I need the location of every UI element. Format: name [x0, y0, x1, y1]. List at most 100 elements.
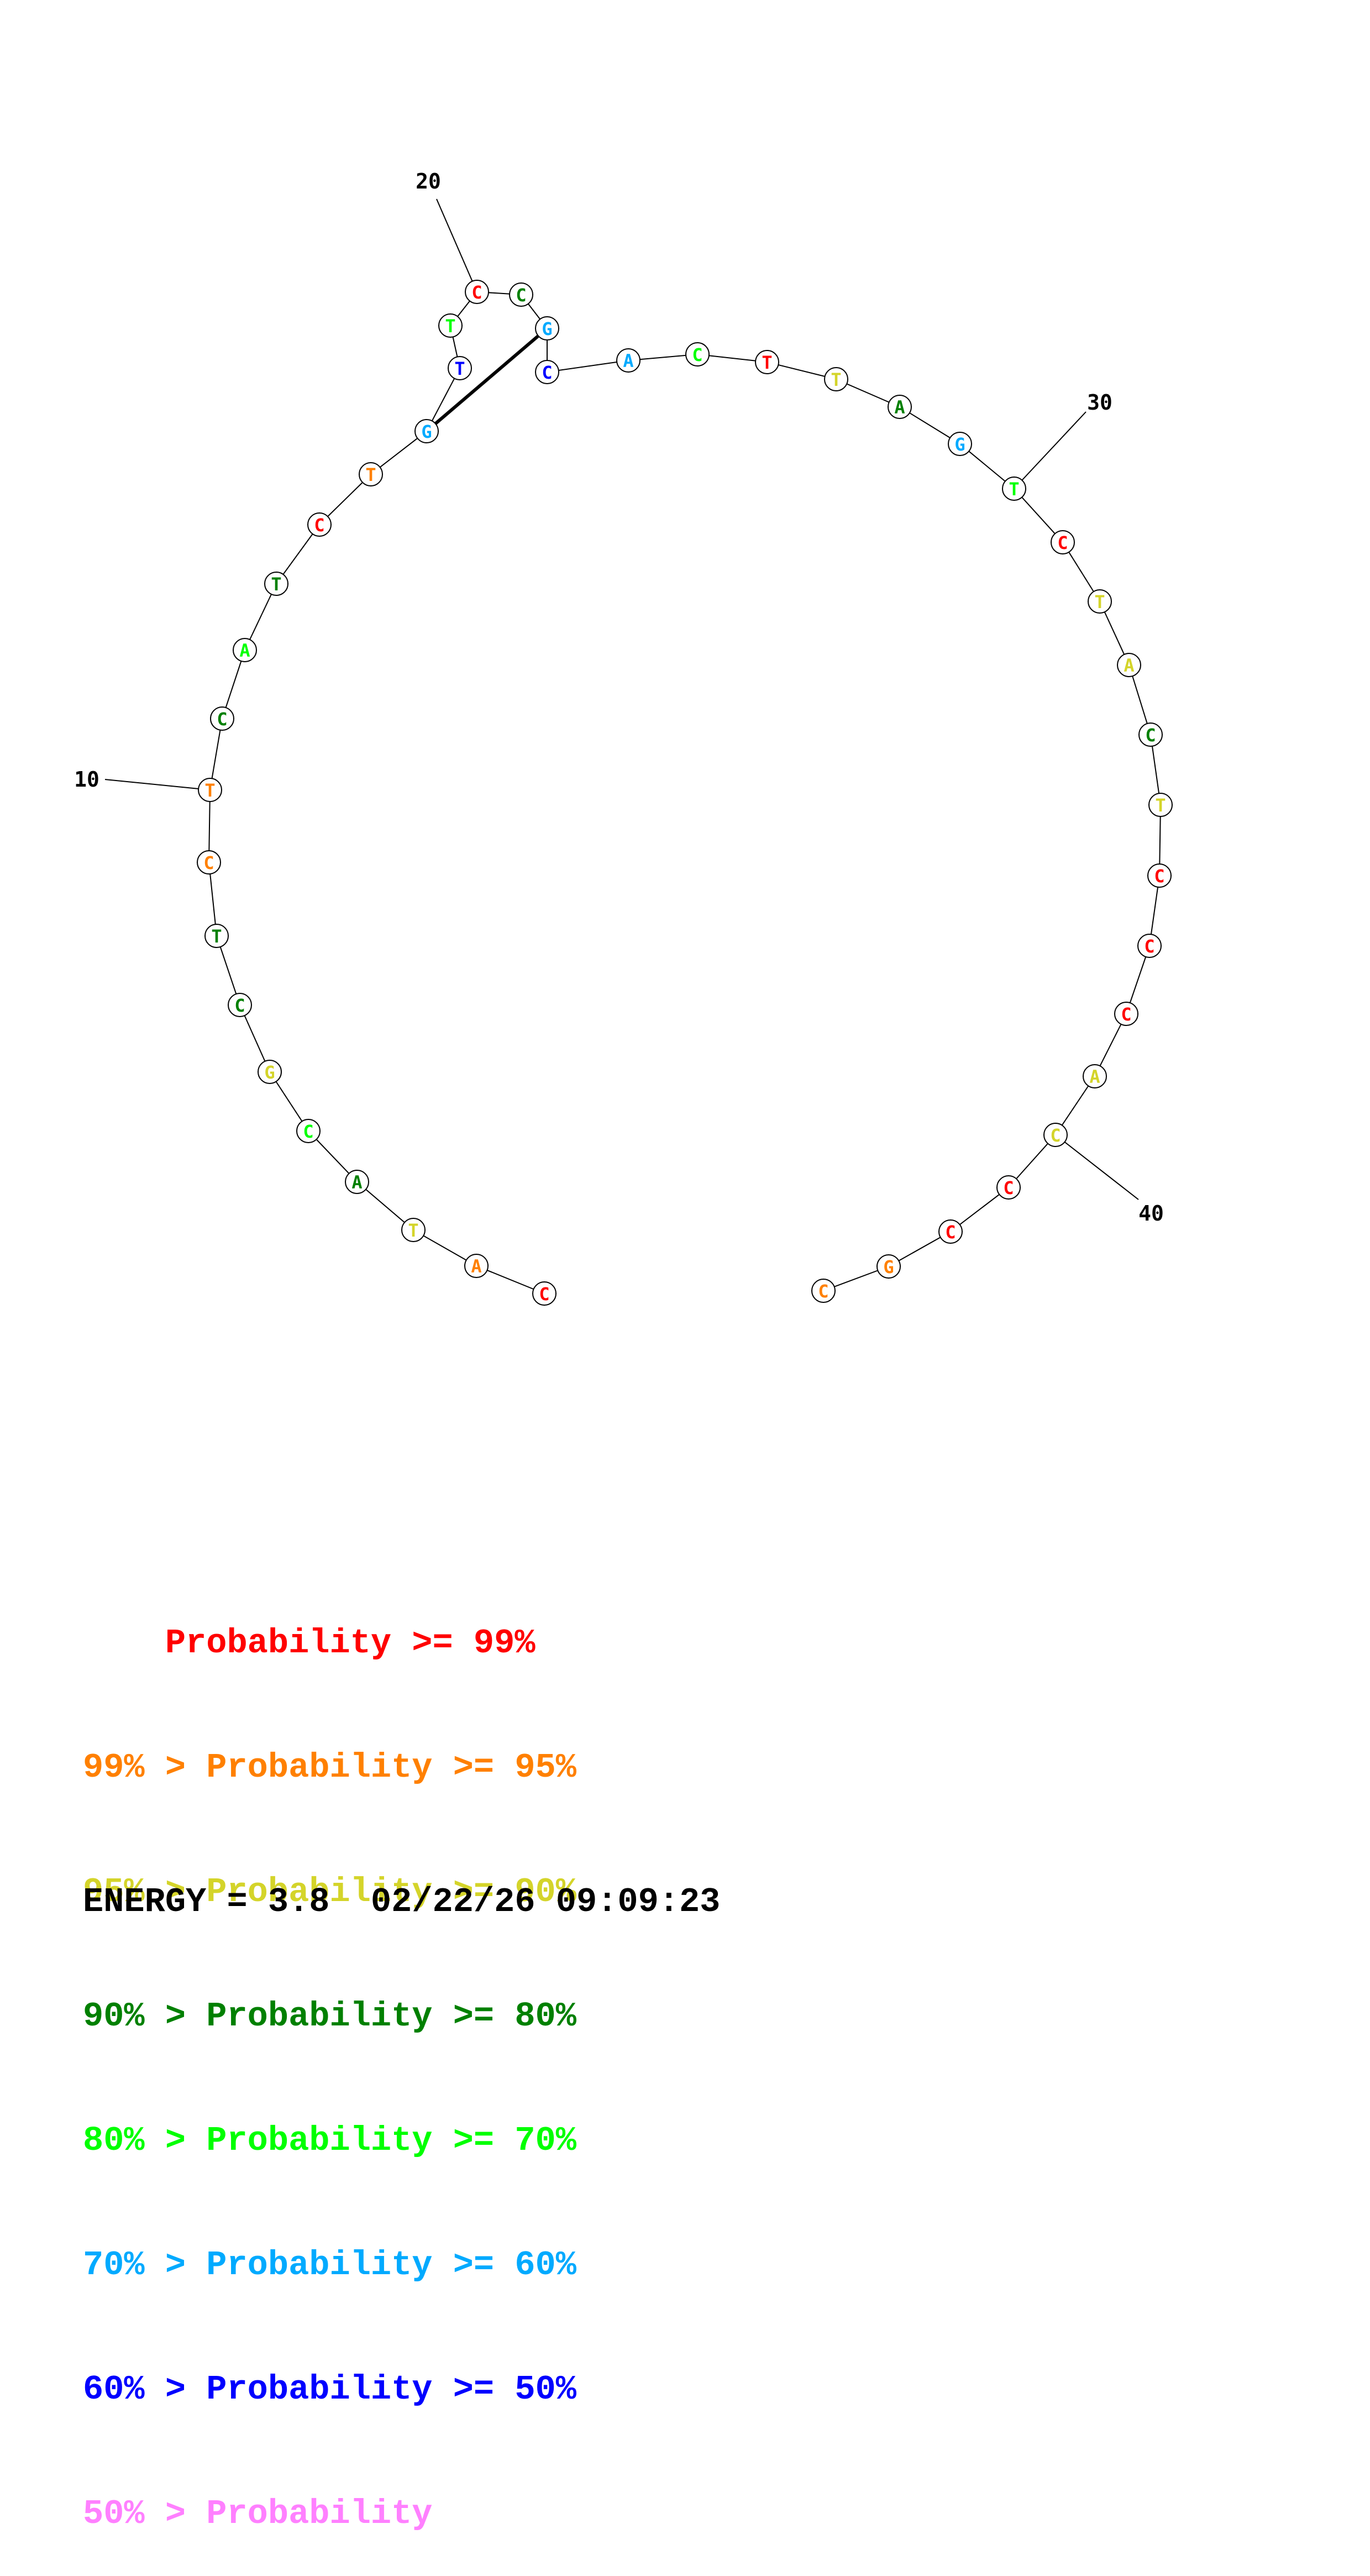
nucleotide-circle: [824, 367, 848, 391]
nucleotide-circle: [264, 572, 288, 596]
position-label: 20: [416, 169, 441, 193]
nucleotide: T: [1148, 793, 1173, 817]
nucleotide-circle: [532, 1281, 557, 1306]
nucleotide-letter: A: [894, 397, 905, 418]
nucleotide-letter: C: [1050, 1125, 1061, 1146]
nucleotide-circle: [359, 462, 383, 486]
position-label: 30: [1087, 390, 1112, 415]
nucleotide: A: [888, 395, 912, 419]
nucleotide-circle: [204, 924, 229, 948]
backbone-segment: [547, 360, 629, 373]
nucleotide-circle: [438, 313, 463, 338]
nucleotide-circle: [1088, 589, 1112, 614]
probability-legend: Probability >= 99% 99% > Probability >= …: [83, 1540, 576, 2576]
nucleotide-circle: [197, 850, 221, 875]
nucleotide-letter: C: [692, 344, 702, 365]
nucleotide: G: [535, 316, 559, 341]
legend-row-90: 95% > Probability >= 90%: [83, 1871, 576, 1913]
nucleotide-letter: G: [542, 318, 552, 339]
nucleotide: C: [938, 1219, 963, 1244]
nucleotide-letter: G: [421, 421, 432, 442]
nucleotide-letter: C: [471, 282, 482, 303]
nucleotide-letter: C: [203, 852, 214, 873]
nucleotide: C: [1147, 863, 1172, 888]
nucleotide-letter: C: [1057, 532, 1068, 553]
legend-prefix: 99% >: [83, 1748, 207, 1787]
nucleotide: A: [616, 348, 641, 373]
nucleotide-letter: C: [1144, 936, 1154, 957]
nucleotide-letter: T: [365, 464, 376, 485]
nucleotide: C: [197, 850, 221, 875]
nucleotide: T: [438, 313, 463, 338]
nucleotide: C: [307, 512, 332, 537]
nucleotide-circle: [228, 993, 252, 1017]
legend-text: Probability >= 50%: [206, 2370, 576, 2409]
legend-row-50: 60% > Probability >= 50%: [83, 2369, 576, 2410]
nucleotide: C: [1043, 1123, 1068, 1147]
backbone-segment: [950, 1187, 1009, 1232]
nucleotide-circle: [535, 360, 559, 384]
legend-text: Probability >= 90%: [206, 1872, 576, 1912]
nucleotide-circle: [345, 1170, 369, 1194]
nucleotide-circle: [307, 512, 332, 537]
nucleotide-circle: [198, 778, 222, 802]
nucleotide-circle: [938, 1219, 963, 1244]
nucleotide: T: [359, 462, 383, 486]
nucleotide-circle: [210, 706, 234, 731]
nucleotide-letter: T: [1094, 591, 1105, 612]
nucleotide: T: [1088, 589, 1112, 614]
nucleotide-letter: A: [471, 1256, 481, 1277]
nucleotide-circle: [1147, 863, 1172, 888]
nucleotide-circle: [1043, 1123, 1068, 1147]
nucleotide-letter: T: [1155, 795, 1166, 816]
nucleotide-circle: [258, 1060, 282, 1084]
nucleotide-circle: [448, 356, 472, 380]
legend-row-60: 70% > Probability >= 60%: [83, 2244, 576, 2286]
nucleotide-letter: C: [539, 1284, 549, 1305]
position-tick: [1014, 411, 1086, 489]
nucleotide: C: [228, 993, 252, 1017]
legend-prefix: 70% >: [83, 2245, 207, 2285]
nucleotide-circle: [1002, 477, 1026, 501]
position-ticks: 10 20 30 40: [74, 169, 1164, 1226]
nucleotide-letter: C: [516, 285, 526, 306]
nucleotide-circle: [1138, 722, 1163, 747]
nucleotide-letter: C: [945, 1222, 956, 1243]
nucleotide-letter: T: [454, 358, 465, 379]
legend-text: Probability >= 95%: [206, 1748, 576, 1787]
nucleotide: C: [996, 1175, 1021, 1200]
legend-row-70: 80% > Probability >= 70%: [83, 2120, 576, 2161]
legend-text: Probability >= 80%: [206, 1997, 576, 2036]
backbone-segment: [476, 1265, 545, 1294]
nucleotide: T: [204, 924, 229, 948]
nucleotide-letter: C: [314, 515, 324, 536]
backbone: [208, 291, 1161, 1294]
nucleotide-letter: C: [234, 995, 245, 1016]
nucleotide: A: [233, 638, 257, 662]
nucleotide-circle: [1051, 530, 1075, 554]
nucleotide-letter: A: [623, 350, 633, 371]
nucleotide-letter: C: [818, 1281, 828, 1302]
legend-prefix: 60% >: [83, 2370, 207, 2409]
nucleotide-letter: T: [1009, 479, 1019, 500]
nucleotide: C: [210, 706, 234, 731]
legend-row-95: 99% > Probability >= 95%: [83, 1747, 576, 1788]
legend-prefix: 80% >: [83, 2121, 207, 2160]
nucleotide-letter: T: [831, 369, 841, 390]
legend-prefix: 95% >: [83, 1872, 207, 1912]
nucleotide: C: [509, 282, 533, 307]
nucleotide: A: [345, 1170, 369, 1194]
legend-text: Probability >= 99%: [165, 1624, 536, 1663]
nucleotide: T: [1002, 477, 1026, 501]
legend-prefix: [83, 1624, 165, 1663]
nucleotide: G: [876, 1254, 901, 1279]
nucleotide: T: [198, 778, 222, 802]
nucleotide: T: [755, 350, 779, 374]
backbone-segment: [244, 583, 277, 651]
nucleotide-circle: [1137, 934, 1162, 958]
nucleotide: C: [465, 280, 489, 304]
nucleotide: G: [414, 419, 439, 443]
nucleotide-circle: [296, 1119, 321, 1143]
